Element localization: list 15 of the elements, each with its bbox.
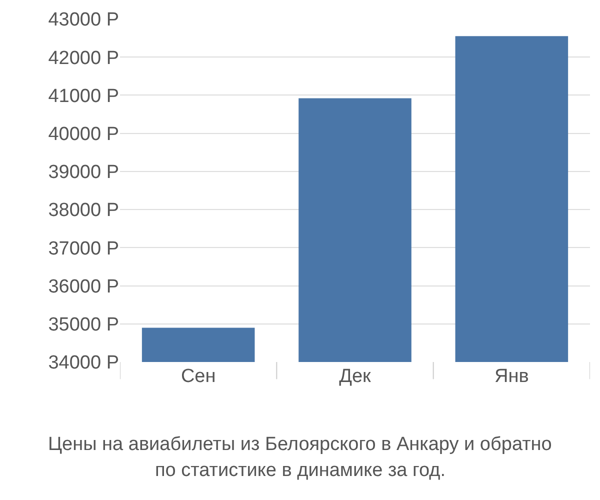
y-tick-label: 35000 Р xyxy=(48,314,119,336)
x-tick-label: Дек xyxy=(339,366,372,387)
y-tick-label: 42000 Р xyxy=(48,48,119,69)
text: Цены на авиабилеты из Белоярского в Анкару и обратно xyxy=(48,434,552,455)
y-tick-label: 37000 Р xyxy=(48,238,119,260)
y-tick-label: 40000 Р xyxy=(48,124,119,145)
x-tick-label: Янв xyxy=(494,366,529,387)
y-tick-label: 39000 Р xyxy=(48,162,119,184)
y-tick-label: 38000 Р xyxy=(48,200,119,222)
text: по статистике в динамике за год. xyxy=(155,460,446,481)
y-tick-label: 34000 Р xyxy=(48,352,119,374)
y-tick-label: 36000 Р xyxy=(48,276,119,298)
y-tick-label: 41000 Р xyxy=(48,86,119,107)
y-tick-label: 43000 Р xyxy=(48,10,119,31)
x-tick-label: Сен xyxy=(180,366,216,387)
